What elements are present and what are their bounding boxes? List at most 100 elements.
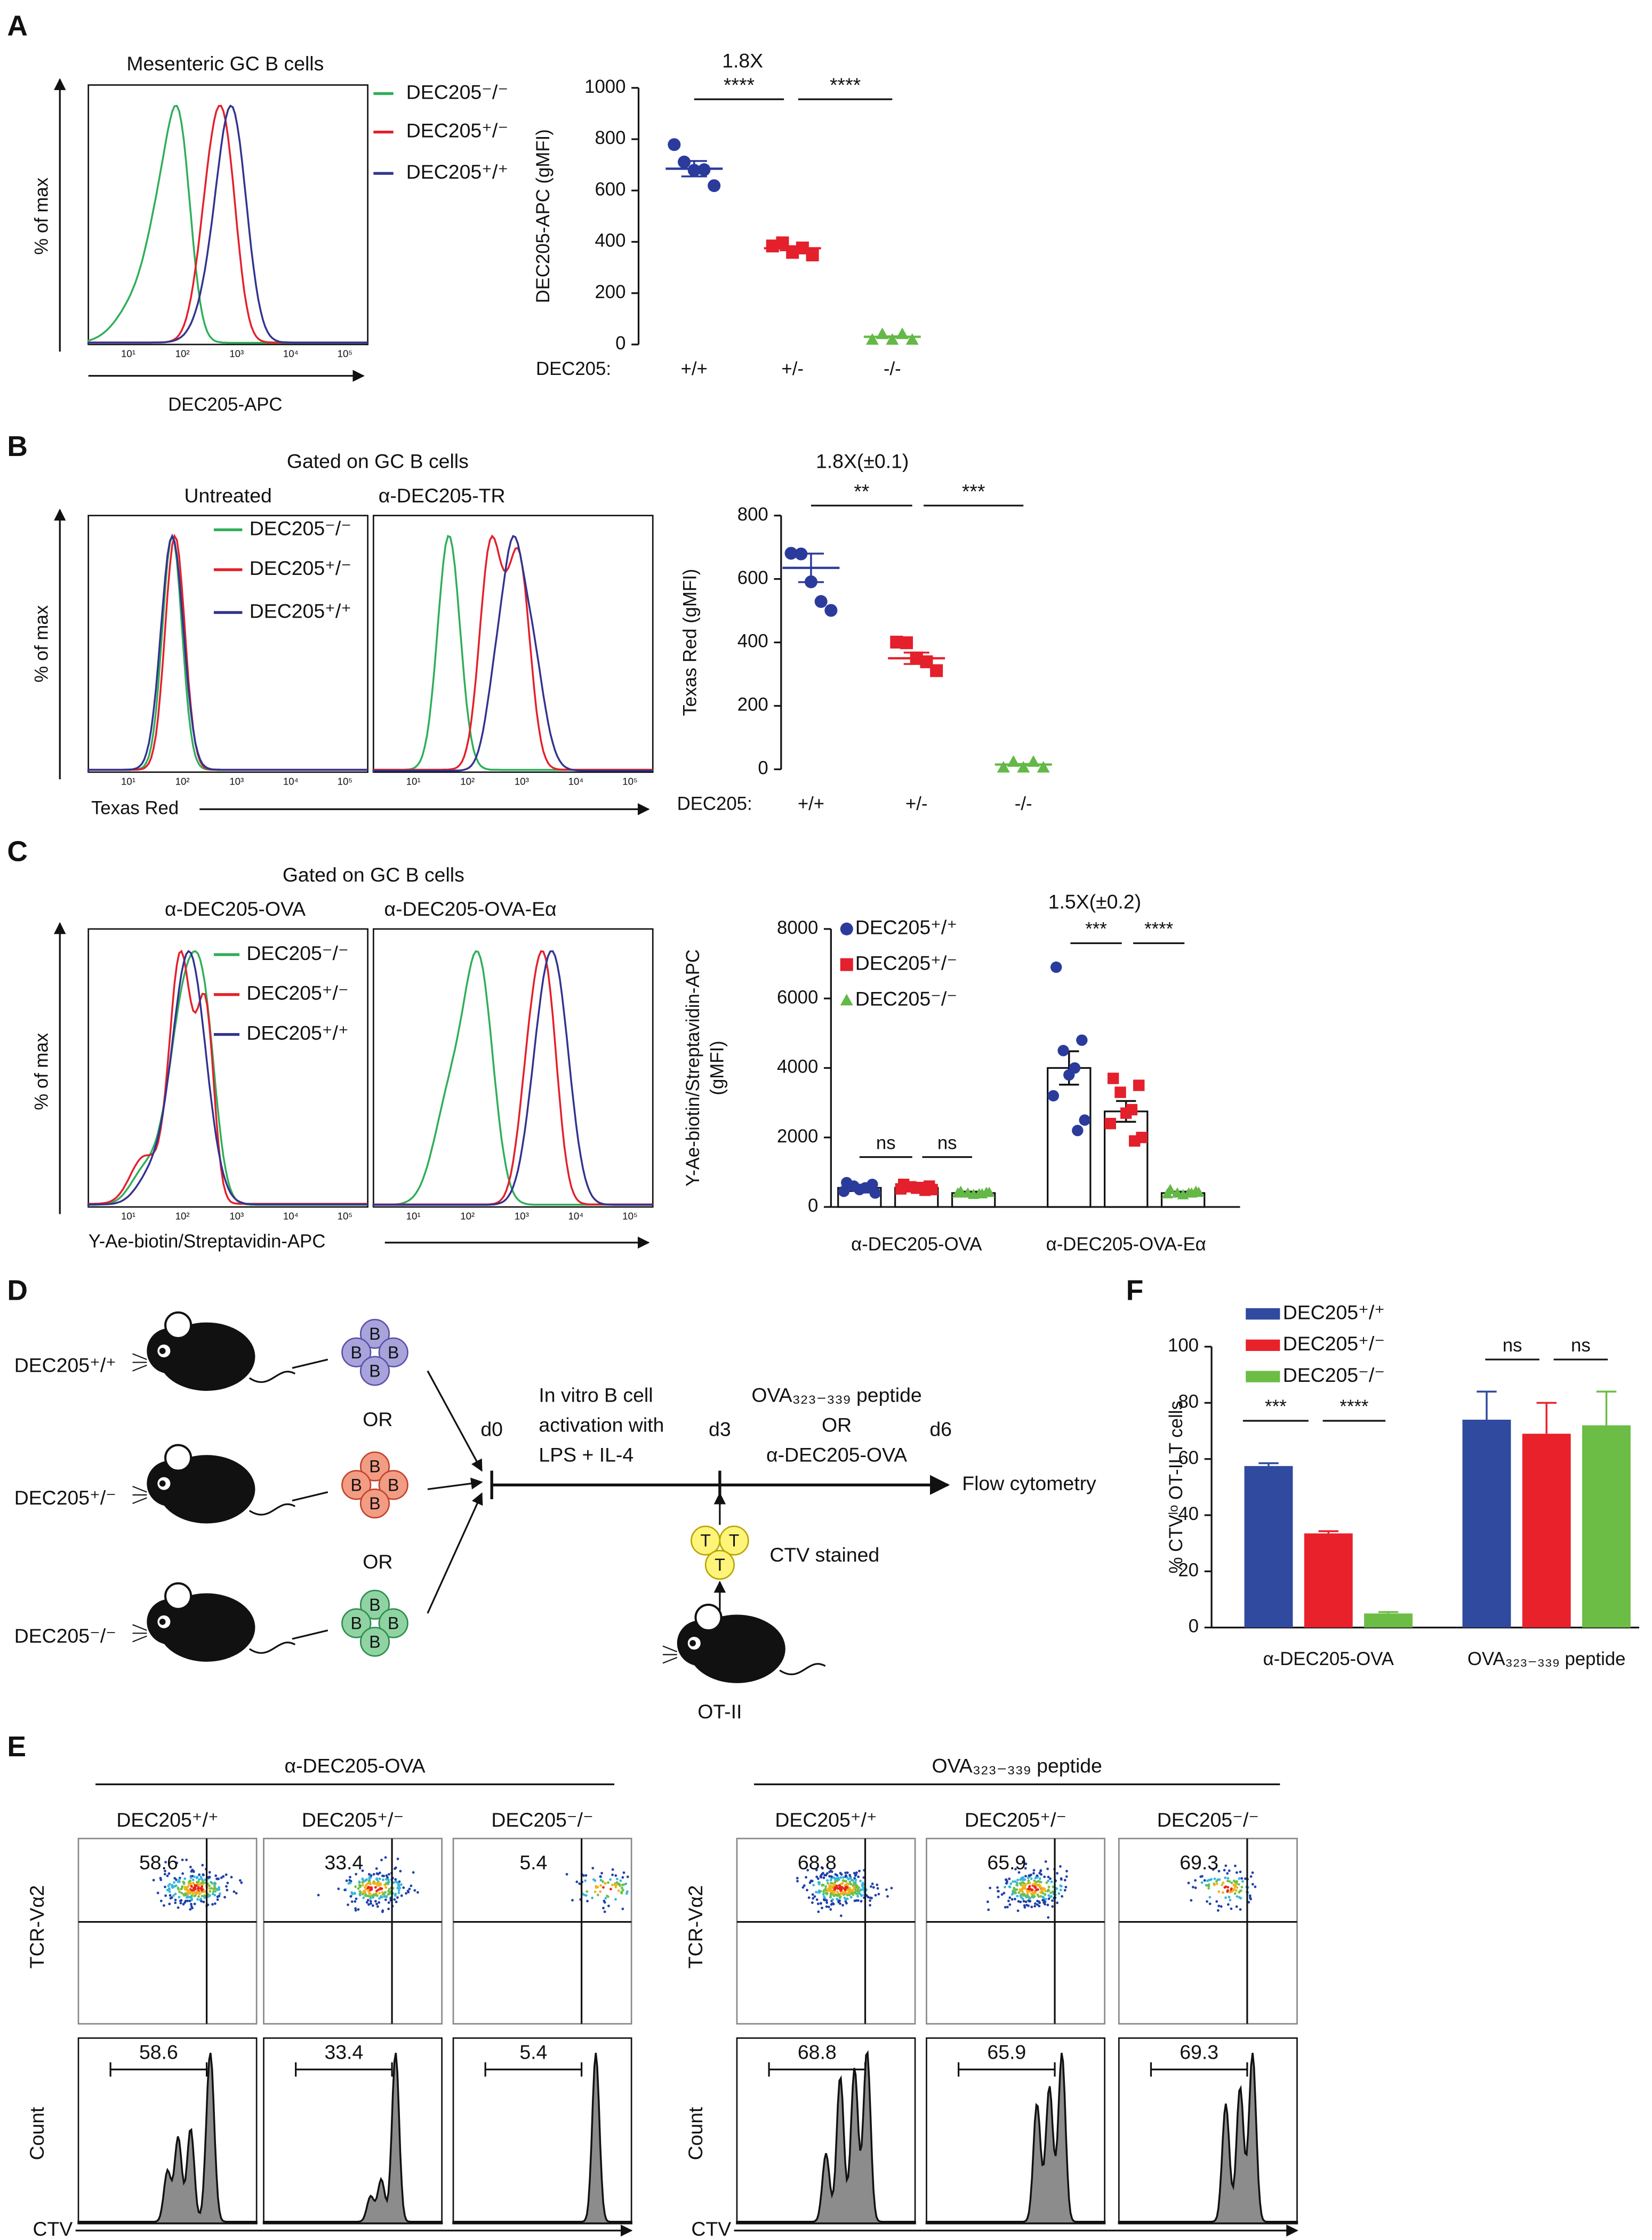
cell-dot [370, 1895, 373, 1898]
column-label: DEC205⁺/⁻ [965, 1809, 1066, 1831]
histogram-area [1118, 2053, 1298, 2225]
cell-dot [584, 1874, 588, 1877]
cell-dot [849, 1883, 852, 1885]
cell-dot [164, 1894, 167, 1897]
cell-dot [824, 1885, 828, 1888]
cell-dot [1021, 1881, 1023, 1884]
x-tick-label: 10³ [229, 348, 244, 359]
y-tick-label: 40 [1178, 1504, 1199, 1524]
cell-dot [361, 1878, 364, 1881]
cell-dot [1059, 1889, 1062, 1892]
cell-dot [839, 1876, 843, 1879]
x-tick-label: 10² [175, 775, 190, 787]
cell-dot [845, 1874, 848, 1877]
cell-dot [1016, 1878, 1019, 1882]
cell-dot [395, 1900, 398, 1903]
cell-dot [1059, 1865, 1062, 1868]
legend-label: DEC205⁻/⁻ [855, 987, 957, 1010]
cell-dot [1212, 1868, 1215, 1871]
cell-dot [1024, 1867, 1027, 1870]
cell-dot [594, 1879, 597, 1882]
bar [1522, 1434, 1571, 1628]
cell-dot [226, 1889, 229, 1892]
point [1037, 761, 1050, 773]
cell-dot [226, 1882, 229, 1884]
cell-dot [614, 1885, 618, 1889]
significance: ** [854, 480, 869, 502]
cell-dot [1235, 1905, 1238, 1908]
cell-dot [1049, 1891, 1052, 1894]
cell-dot [201, 1894, 204, 1898]
cell-dot [833, 1888, 836, 1891]
point [919, 1185, 931, 1196]
x-tick-label: +/- [905, 794, 928, 814]
cell [359, 1488, 390, 1519]
y-tick-label: 8000 [777, 918, 818, 938]
cell-dot [368, 1882, 372, 1884]
histogram-curve [372, 950, 653, 1207]
y-axis-label: TCR-Vα2 [26, 1885, 48, 1969]
cell-dot [178, 1890, 181, 1893]
cell-dot [839, 1914, 843, 1917]
cell-dot [1226, 1886, 1230, 1889]
step-label: OR [822, 1414, 852, 1436]
cell-dot [796, 1877, 799, 1879]
point [930, 664, 943, 677]
x-tick-label: 10² [175, 348, 190, 359]
gate-percentage: 5.4 [519, 2041, 547, 2063]
y-tick-label: 600 [595, 179, 625, 199]
cell-dot [591, 1867, 595, 1870]
cell-dot [1044, 1890, 1047, 1892]
cell-dot [214, 1890, 217, 1893]
cell-dot [1044, 1860, 1047, 1863]
cell-dot [366, 1882, 369, 1885]
cell-dot [586, 1890, 589, 1893]
cell-dot [839, 1888, 842, 1891]
cell-dot [845, 1902, 848, 1905]
cell-dot [1187, 1882, 1190, 1884]
point [1050, 961, 1062, 973]
cell-dot [828, 1875, 831, 1878]
cell-dot [382, 1878, 384, 1882]
histogram-area [77, 2052, 258, 2225]
cell-dot [174, 1892, 177, 1895]
cell-dot [372, 1893, 375, 1896]
mouse [132, 1444, 296, 1524]
cell-dot [844, 1898, 847, 1901]
cell-dot [876, 1887, 879, 1890]
cell-dot [826, 1892, 829, 1895]
cell-dot [829, 1889, 832, 1892]
cell-dot [876, 1883, 879, 1886]
point [814, 595, 828, 608]
cell-dot [1235, 1871, 1238, 1874]
cell-dot [400, 1894, 403, 1897]
x-tick-label: 10² [460, 775, 475, 787]
cell-dot [594, 1890, 597, 1893]
legend-label: DEC205⁺/⁻ [250, 557, 351, 579]
cell-dot [1032, 1872, 1035, 1875]
cell-dot [1249, 1875, 1253, 1878]
cell-dot [397, 1891, 400, 1894]
cell-dot [1021, 1884, 1024, 1887]
connector [292, 1358, 328, 1369]
histogram-curve [372, 534, 653, 772]
x-tick-label: 10² [175, 1211, 190, 1222]
cell-dot [355, 1873, 358, 1876]
cell-dot [1051, 1899, 1054, 1902]
mouse-whiskers [132, 1353, 147, 1372]
histogram-subtitle: Untreated [185, 484, 272, 507]
cell-dot [986, 1900, 989, 1903]
x-tick-label: 10³ [229, 1211, 244, 1222]
cell-dot [611, 1873, 614, 1876]
cell-dot [832, 1883, 836, 1886]
cell-dot [872, 1886, 875, 1889]
point [668, 138, 681, 151]
cell-dot [1030, 1877, 1033, 1880]
cell-dot [815, 1898, 819, 1901]
cell-dot [1190, 1899, 1193, 1902]
cell-dot [1038, 1884, 1041, 1887]
cell-dot [1024, 1862, 1028, 1866]
cell-dot [1217, 1869, 1221, 1873]
cell-dot [1047, 1897, 1050, 1900]
cell-dot [832, 1894, 836, 1898]
